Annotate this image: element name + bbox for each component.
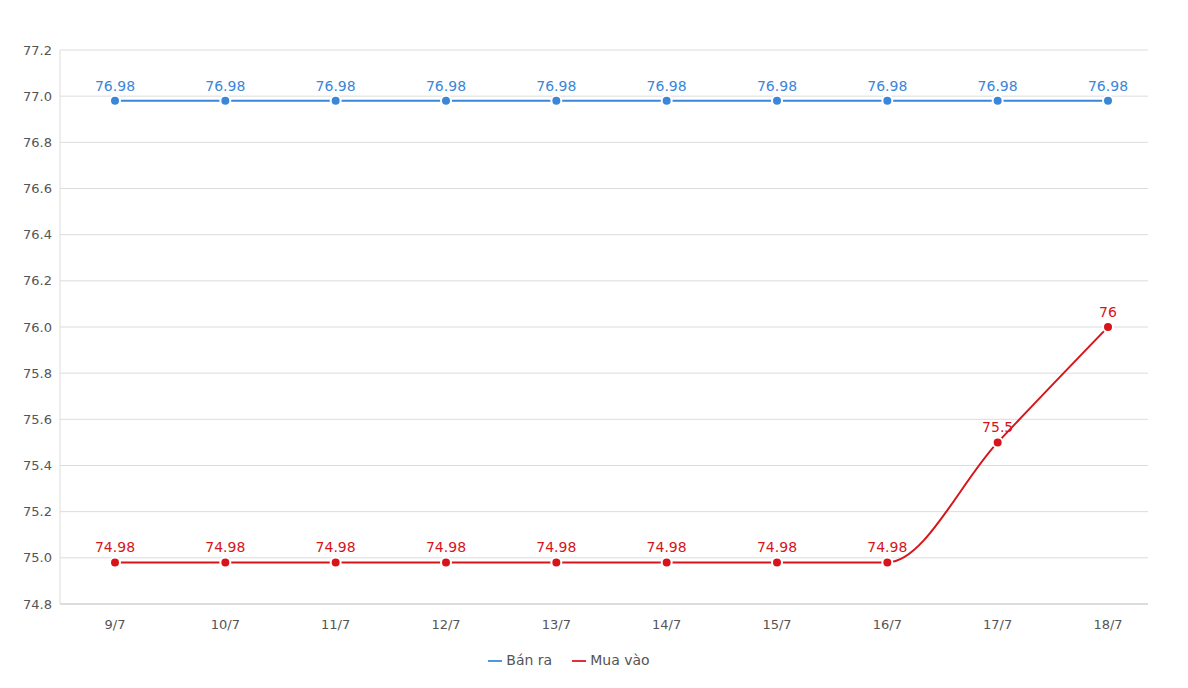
- svg-text:76.98: 76.98: [647, 78, 687, 94]
- svg-text:76.98: 76.98: [95, 78, 135, 94]
- svg-text:15/7: 15/7: [762, 617, 791, 632]
- svg-text:75.6: 75.6: [23, 412, 52, 427]
- svg-text:77.2: 77.2: [23, 43, 52, 58]
- svg-text:76.98: 76.98: [757, 78, 797, 94]
- svg-text:74.98: 74.98: [426, 539, 466, 555]
- svg-text:10/7: 10/7: [211, 617, 240, 632]
- svg-text:75.0: 75.0: [23, 550, 52, 565]
- svg-text:74.98: 74.98: [316, 539, 356, 555]
- svg-text:76.98: 76.98: [426, 78, 466, 94]
- svg-text:75.8: 75.8: [23, 366, 52, 381]
- svg-text:75.4: 75.4: [23, 458, 52, 473]
- svg-text:74.98: 74.98: [867, 539, 907, 555]
- svg-text:9/7: 9/7: [105, 617, 126, 632]
- svg-text:17/7: 17/7: [983, 617, 1012, 632]
- svg-text:76.4: 76.4: [23, 227, 52, 242]
- svg-text:76: 76: [1099, 304, 1117, 320]
- svg-text:74.8: 74.8: [23, 597, 52, 612]
- svg-text:74.98: 74.98: [536, 539, 576, 555]
- svg-text:74.98: 74.98: [205, 539, 245, 555]
- html-text:Mua vào: Mua vào: [590, 652, 650, 668]
- svg-text:76.8: 76.8: [23, 135, 52, 150]
- svg-text:76.98: 76.98: [205, 78, 245, 94]
- svg-text:76.0: 76.0: [23, 320, 52, 335]
- svg-text:74.98: 74.98: [647, 539, 687, 555]
- html-text:Bán ra: Bán ra: [506, 652, 553, 668]
- svg-text:12/7: 12/7: [431, 617, 460, 632]
- svg-text:76.98: 76.98: [867, 78, 907, 94]
- svg-text:76.98: 76.98: [316, 78, 356, 94]
- svg-text:76.98: 76.98: [1088, 78, 1128, 94]
- svg-text:74.98: 74.98: [95, 539, 135, 555]
- svg-text:76.98: 76.98: [978, 78, 1018, 94]
- svg-text:76.98: 76.98: [536, 78, 576, 94]
- svg-text:75.5: 75.5: [982, 419, 1013, 435]
- svg-text:75.2: 75.2: [23, 504, 52, 519]
- svg-text:77.0: 77.0: [23, 89, 52, 104]
- svg-text:76.6: 76.6: [23, 181, 52, 196]
- svg-text:14/7: 14/7: [652, 617, 681, 632]
- svg-text:76.2: 76.2: [23, 273, 52, 288]
- svg-text:18/7: 18/7: [1093, 617, 1122, 632]
- svg-text:16/7: 16/7: [873, 617, 902, 632]
- svg-text:13/7: 13/7: [542, 617, 571, 632]
- svg-text:74.98: 74.98: [757, 539, 797, 555]
- svg-text:11/7: 11/7: [321, 617, 350, 632]
